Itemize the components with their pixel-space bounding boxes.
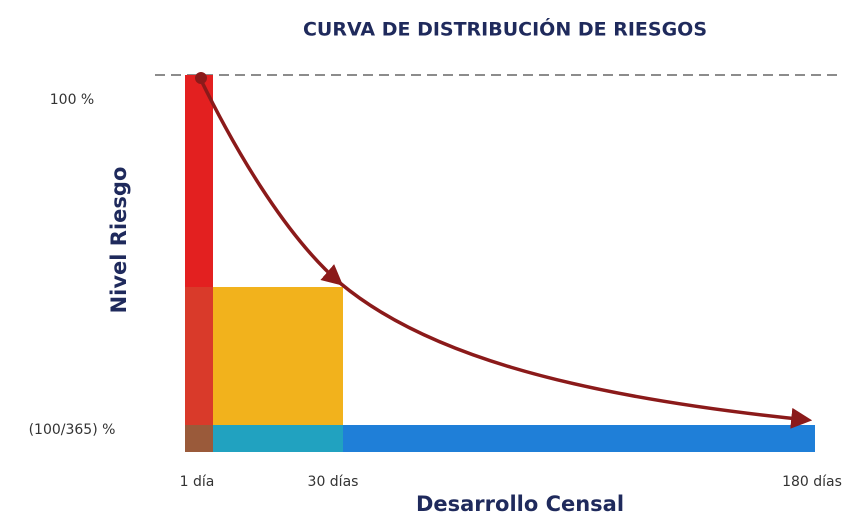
y-axis-title: Nivel Riesgo	[107, 167, 131, 314]
curve-1	[198, 77, 344, 286]
start-dot	[195, 72, 207, 84]
base-a	[185, 425, 213, 452]
x-label: 180 días	[782, 474, 842, 490]
x-label: 30 días	[308, 474, 359, 490]
base-c	[343, 425, 815, 452]
y-label: (100/365) %	[29, 422, 116, 438]
x-axis-title: Desarrollo Censal	[416, 492, 624, 516]
orange-box	[213, 287, 343, 425]
y-label: 100 %	[50, 92, 94, 108]
overlap	[185, 287, 213, 425]
x-label: 1 día	[180, 474, 215, 490]
base-b	[213, 425, 343, 452]
curve-2	[338, 281, 813, 429]
title: CURVA DE DISTRIBUCIÓN DE RIESGOS	[303, 17, 707, 41]
